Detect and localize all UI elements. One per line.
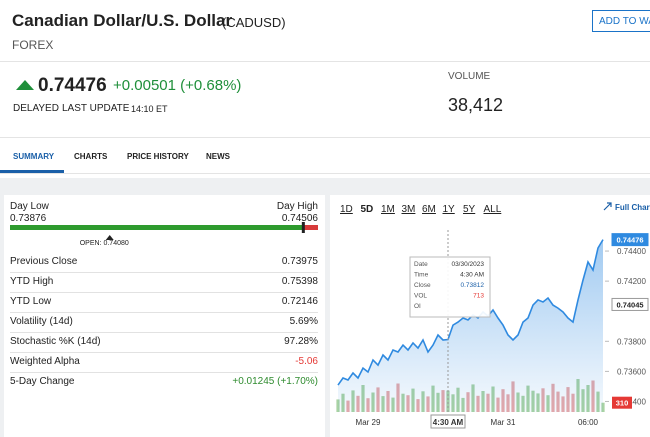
stat-value: 0.73975 [281,256,318,267]
stat-label: 5-Day Change [10,376,75,387]
tooltip-value: 713 [473,293,484,300]
period-button[interactable]: 3M [402,204,416,215]
tooltip-label: Date [414,261,428,268]
tooltip-value: 4:30 AM [460,272,484,279]
stat-value: 0.72146 [281,296,318,307]
period-button[interactable]: 1Y [443,204,456,215]
stat-label: Stochastic %K (14d) [10,336,101,347]
tooltip-label: OI [414,303,421,310]
last-price-box [611,233,649,247]
day-range-bar [10,222,318,240]
divider [0,173,650,174]
range-red [303,225,318,230]
tooltip-label: Close [414,282,431,289]
row-divider [10,272,318,273]
y-tick-label: 0.73600 [617,367,646,376]
last-update-label: LAST UPDATE [62,103,130,114]
open-marker [105,235,114,240]
row-divider [10,332,318,333]
x-label-box [430,414,466,429]
stat-value: 0.75398 [281,276,318,287]
x-tick-label: Mar 31 [491,418,516,427]
x-tick-label: Mar 29 [356,418,381,427]
tooltip [409,256,491,318]
range-green [10,225,304,230]
row-divider [10,312,318,313]
full-chart-link[interactable]: Full Chart [615,203,650,212]
crosshair-price: 0.74045 [616,300,643,309]
y-tick-label: 0.73800 [617,337,646,346]
last-price: 0.74476 [616,236,643,245]
volume-label: VOLUME [448,71,491,82]
last-update: 14:10 ET [131,104,168,114]
tooltip-value: 0.73812 [461,282,485,289]
y-tick-label: 0.74400 [617,247,646,256]
stat-label: Weighted Alpha [10,356,80,367]
row-divider [10,372,318,373]
day-low: 0.73876 [10,213,47,224]
period-button[interactable]: ALL [484,204,502,215]
day-high: 0.74506 [281,213,318,224]
symbol: (CADUSD) [222,15,286,30]
tooltip-label: VOL [414,293,427,300]
category: FOREX [12,38,54,52]
tab[interactable]: NEWS [206,152,230,161]
day-low-label: Day Low [10,201,49,212]
stat-value: 5.69% [289,316,318,327]
tab[interactable]: PRICE HISTORY [127,152,189,161]
row-divider [10,352,318,353]
volume: 38,412 [448,95,504,115]
stat-label: YTD High [10,276,54,287]
watchlist-button[interactable]: ADD TO WATCHLIST [592,10,650,32]
price: 0.74476 [38,75,107,96]
y-tick-label: 0.74200 [617,277,646,286]
tooltip-label: Time [414,272,429,279]
open-label: OPEN: [79,240,102,247]
tab[interactable]: CHARTS [74,152,108,161]
current-marker [301,222,305,233]
period-button[interactable]: 5Y [463,204,476,215]
stat-label: Volatility (14d) [10,316,73,327]
up-arrow [16,80,34,90]
stat-value: -5.06 [295,356,318,367]
row-divider [10,292,318,293]
period-button[interactable]: 6M [422,204,436,215]
period-button[interactable]: 1D [340,204,353,215]
tooltip-value: 03/30/2023 [451,261,484,268]
last-volume-box [612,396,632,409]
summary-panel: Day Low 0.73876 Day High 0.74506 OPEN: 0… [4,195,325,437]
change: +0.00501 (+0.68%) [113,77,242,94]
period-button[interactable]: 5D [361,204,374,215]
status: DELAYED [13,103,59,114]
tab[interactable]: SUMMARY [13,152,55,161]
period-button[interactable]: 1M [381,204,395,215]
x-tick-label: 06:00 [578,418,599,427]
day-high-label: Day High [276,201,318,212]
tab-underline [0,170,64,173]
crosshair-price-box [611,297,649,311]
stat-label: Previous Close [10,256,78,267]
x-tick-label: 4:30 AM [433,418,464,427]
divider [0,61,650,62]
stat-label: YTD Low [10,296,52,307]
stat-value: 97.28% [284,336,318,347]
open-value: 0.74080 [103,240,129,247]
divider [0,137,650,138]
title: Canadian Dollar/U.S. Dollar [12,11,233,30]
full-chart-icon [603,202,612,211]
price-area [338,239,603,412]
open: OPEN: 0.74080 [80,240,129,247]
last-volume: 310 [616,399,629,408]
quote-header: Canadian Dollar/U.S. Dollar (CADUSD) FOR… [0,0,650,178]
stat-value: +0.01245 (+1.70%) [232,376,318,387]
